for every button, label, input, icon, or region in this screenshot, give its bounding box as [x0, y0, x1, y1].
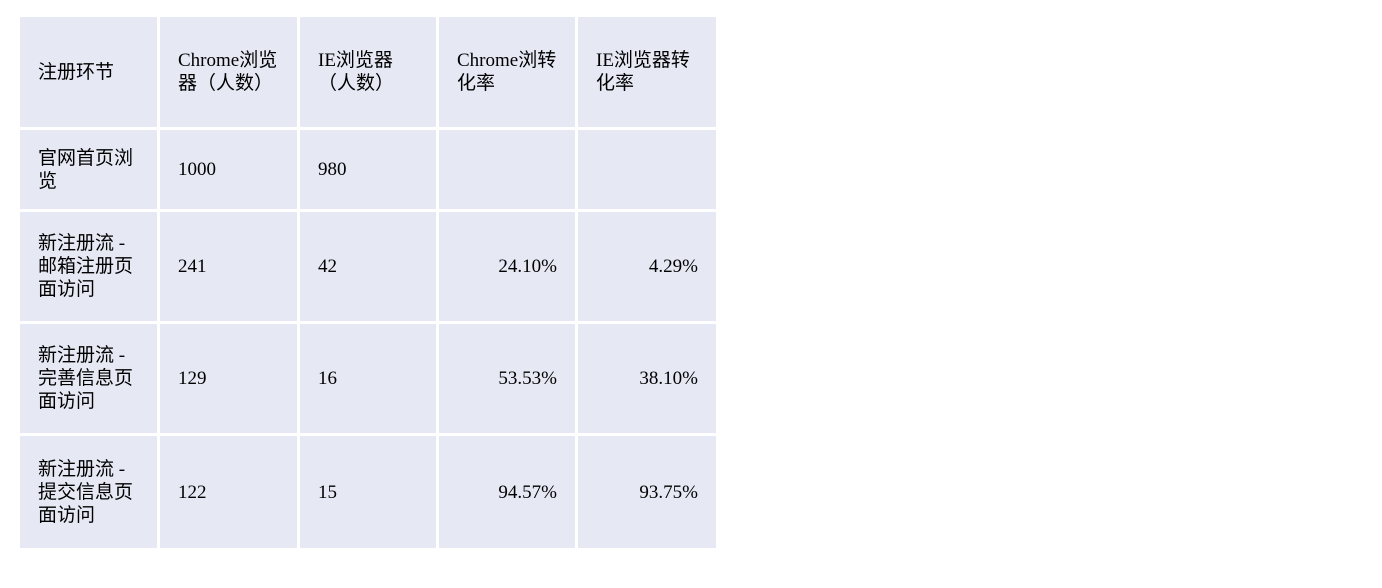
table-cell-ie-rate: 38.10% [578, 324, 716, 436]
header-text-chrome-users: Chrome浏览器（人数） [178, 50, 278, 94]
table-cell-chrome-users: 122 [160, 436, 300, 548]
table-cell-chrome-rate: 24.10% [439, 212, 578, 324]
table-row: 新注册流 - 完善信息页面访问 129 16 53.53% 38.10% [20, 324, 716, 436]
table-header-row: 注册环节 Chrome浏览器（人数） IE浏览器（人数） Chrome浏转化率 … [20, 17, 716, 130]
header-cell-ie-users: IE浏览器（人数） [300, 17, 439, 130]
table-cell-ie-users: 42 [300, 212, 439, 324]
table-row: 新注册流 - 邮箱注册页面访问 241 42 24.10% 4.29% [20, 212, 716, 324]
table-cell-ie-users: 16 [300, 324, 439, 436]
header-text-ie-rate: IE浏览器转化率 [596, 50, 690, 94]
header-cell-chrome-rate: Chrome浏转化率 [439, 17, 578, 130]
table-cell-step: 新注册流 - 邮箱注册页面访问 [20, 212, 160, 324]
table-cell-chrome-users: 1000 [160, 130, 300, 212]
table-cell-chrome-users: 129 [160, 324, 300, 436]
table-cell-ie-users: 15 [300, 436, 439, 548]
table-cell-step: 新注册流 - 提交信息页面访问 [20, 436, 160, 548]
table-cell-ie-rate: 4.29% [578, 212, 716, 324]
table-cell-chrome-rate: 94.57% [439, 436, 578, 548]
table-cell-ie-rate [578, 130, 716, 212]
header-cell-step: 注册环节 [20, 17, 160, 130]
table-row: 新注册流 - 提交信息页面访问 122 15 94.57% 93.75% [20, 436, 716, 548]
header-cell-chrome-users: Chrome浏览器（人数） [160, 17, 300, 130]
table-cell-chrome-rate: 53.53% [439, 324, 578, 436]
table-cell-step: 新注册流 - 完善信息页面访问 [20, 324, 160, 436]
table-cell-ie-rate: 93.75% [578, 436, 716, 548]
header-text-step: 注册环节 [38, 61, 115, 83]
header-cell-ie-rate: IE浏览器转化率 [578, 17, 716, 130]
table-cell-chrome-users: 241 [160, 212, 300, 324]
funnel-table-container: 注册环节 Chrome浏览器（人数） IE浏览器（人数） Chrome浏转化率 … [20, 17, 716, 548]
header-text-chrome-rate: Chrome浏转化率 [457, 50, 557, 94]
header-text-ie-users: IE浏览器（人数） [318, 50, 395, 94]
table-row: 官网首页浏览 1000 980 [20, 130, 716, 212]
table-cell-ie-users: 980 [300, 130, 439, 212]
table-cell-step: 官网首页浏览 [20, 130, 160, 212]
table-cell-chrome-rate [439, 130, 578, 212]
browser-funnel-table: 注册环节 Chrome浏览器（人数） IE浏览器（人数） Chrome浏转化率 … [20, 17, 716, 548]
